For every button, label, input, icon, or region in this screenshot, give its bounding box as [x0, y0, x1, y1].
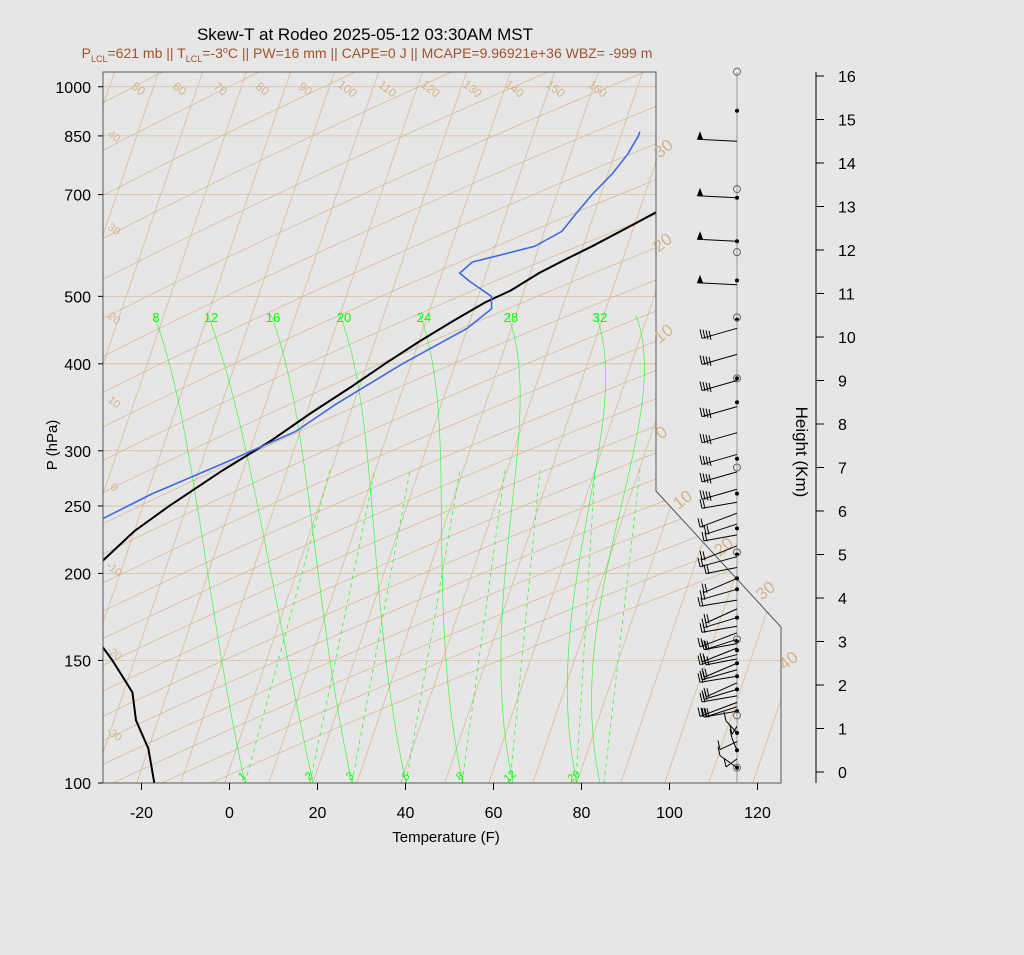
y-axis-title: P (hPa) [44, 420, 61, 471]
pressure-tick-label: 200 [64, 566, 91, 583]
height-tick-label: 16 [838, 69, 856, 86]
chart-title: Skew-T at Rodeo 2025-05-12 03:30AM MST [197, 25, 533, 44]
mixing-ratio-label: 28 [504, 310, 518, 325]
temperature-tick-label: 20 [309, 805, 327, 822]
pressure-tick-label: 400 [64, 357, 91, 374]
wind-level-dot [735, 400, 739, 404]
wind-level-dot [735, 457, 739, 461]
pressure-tick-label: 100 [64, 776, 91, 793]
pressure-tick-label: 300 [64, 444, 91, 461]
x-axis-title: Temperature (F) [392, 829, 500, 846]
wind-level-dot [735, 278, 739, 282]
pressure-tick-label: 1000 [55, 80, 91, 97]
mixing-ratio-label: 32 [593, 310, 607, 325]
mixing-ratio-label: 24 [417, 310, 431, 325]
pressure-tick-label: 500 [64, 289, 91, 306]
height-tick-label: 11 [838, 287, 855, 304]
height-tick-label: 8 [838, 417, 847, 434]
height-tick-label: 7 [838, 461, 847, 478]
temperature-tick-label: -20 [130, 805, 153, 822]
height-axis-title: Height (Km) [792, 407, 811, 498]
temperature-tick-label: 80 [573, 805, 591, 822]
height-tick-label: 9 [838, 374, 847, 391]
pressure-tick-label: 700 [64, 188, 91, 205]
mixing-ratio-label: 16 [266, 310, 280, 325]
mixing-ratio-label: 12 [204, 310, 218, 325]
height-tick-label: 6 [838, 504, 847, 521]
temperature-tick-label: 40 [397, 805, 415, 822]
height-tick-label: 4 [838, 591, 847, 608]
temperature-tick-label: 0 [225, 805, 234, 822]
pressure-tick-label: 150 [64, 653, 91, 670]
height-tick-label: 1 [838, 722, 847, 739]
mixing-ratio-label: 20 [337, 310, 351, 325]
height-tick-label: 15 [838, 113, 856, 130]
pressure-tick-label: 250 [64, 499, 91, 516]
height-tick-label: 10 [838, 330, 856, 347]
height-tick-label: 12 [838, 243, 856, 260]
wind-level-dot [735, 376, 739, 380]
wind-level-dot [735, 526, 739, 530]
height-tick-label: 13 [838, 200, 856, 217]
wind-level-dot [735, 109, 739, 113]
temperature-tick-label: 100 [656, 805, 683, 822]
pressure-tick-label: 850 [64, 129, 91, 146]
height-tick-label: 2 [838, 678, 847, 695]
height-tick-label: 0 [838, 765, 847, 782]
height-tick-label: 3 [838, 635, 847, 652]
height-tick-label: 14 [838, 156, 856, 173]
mixing-ratio-label: 8 [152, 310, 159, 325]
temperature-tick-label: 60 [485, 805, 503, 822]
height-tick-label: 5 [838, 548, 847, 565]
wind-level-dot [735, 492, 739, 496]
temperature-tick-label: 120 [744, 805, 771, 822]
